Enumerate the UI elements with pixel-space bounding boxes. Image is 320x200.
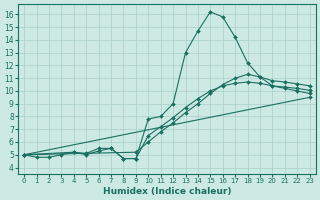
X-axis label: Humidex (Indice chaleur): Humidex (Indice chaleur) <box>103 187 231 196</box>
